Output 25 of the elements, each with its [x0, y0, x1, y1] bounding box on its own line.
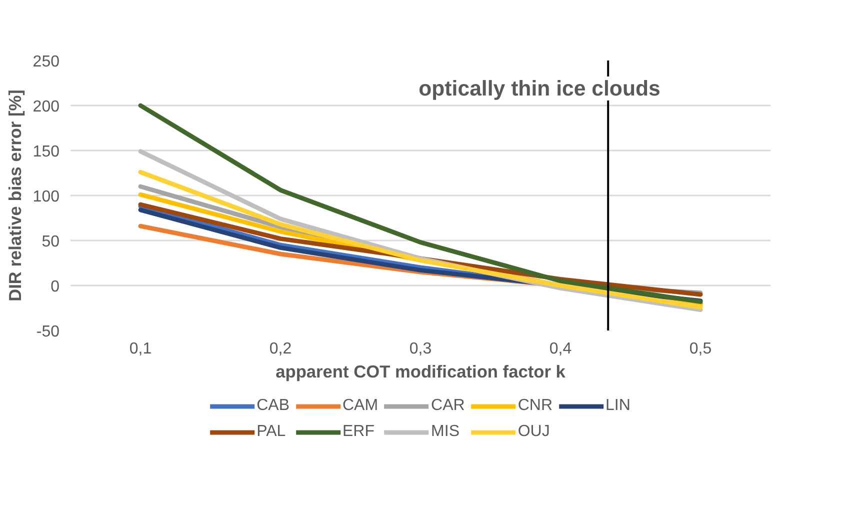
y-tick-label: 250 — [32, 54, 60, 70]
y-tick-label: 0 — [50, 278, 60, 296]
x-tick-label: 0,1 — [129, 340, 152, 358]
legend-label: PAL — [256, 423, 286, 441]
y-tick-label: 50 — [42, 234, 60, 250]
x-tick-label: 0,2 — [269, 340, 292, 358]
legend-label: LIN — [606, 397, 630, 415]
x-tick-label: 0,3 — [409, 340, 432, 358]
legend-label: CAM — [342, 397, 378, 415]
y-tick-label: 200 — [32, 98, 60, 116]
x-tick-label: 0,4 — [549, 340, 572, 358]
legend-label: OUJ — [518, 423, 550, 441]
legend-label: MIS — [431, 423, 460, 441]
y-tick-label: 150 — [32, 144, 60, 160]
line-series — [138, 103, 703, 304]
legend-label: CNR — [518, 397, 553, 415]
annotation: optically thin ice clouds — [418, 76, 660, 100]
legend-label: CAB — [256, 397, 290, 415]
x-axis-title: apparent COT modification factor k — [276, 362, 566, 382]
legend-label: ERF — [342, 423, 374, 441]
legend-label: CAR — [431, 397, 465, 415]
y-axis-title: DIR relative bias error [%] — [4, 90, 25, 302]
y-tick-label: -50 — [36, 324, 60, 340]
x-tick-label: 0,5 — [689, 340, 712, 358]
y-tick-label: 100 — [32, 188, 60, 206]
